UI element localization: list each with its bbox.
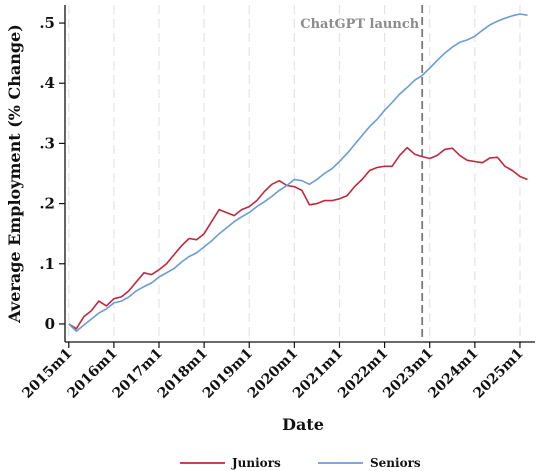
axes-layer: 0.1.2.3.4.52015m12016m12017m12018m12019m… xyxy=(5,5,535,434)
y-tick-label: .1 xyxy=(39,255,55,273)
grid-layer xyxy=(68,5,521,342)
y-axis-title: Average Employment (% Change) xyxy=(5,24,24,324)
legend-label-juniors: Juniors xyxy=(231,456,281,470)
series-line-juniors xyxy=(68,146,528,330)
y-tick-label: .3 xyxy=(39,134,55,152)
y-tick-label: 0 xyxy=(45,315,55,333)
x-axis-title: Date xyxy=(282,415,324,434)
y-tick-label: .5 xyxy=(39,14,55,32)
x-tick-label: 2025m1 xyxy=(471,346,527,402)
series-layer xyxy=(68,13,528,332)
legend: Juniors Seniors xyxy=(180,456,421,470)
annotation-layer: ChatGPT launch xyxy=(300,5,424,342)
legend-label-seniors: Seniors xyxy=(370,456,421,470)
series-line-seniors xyxy=(68,13,528,332)
y-tick-label: .2 xyxy=(39,195,55,213)
y-tick-label: .4 xyxy=(39,74,55,92)
chatgpt-launch-label: ChatGPT launch xyxy=(300,17,419,32)
